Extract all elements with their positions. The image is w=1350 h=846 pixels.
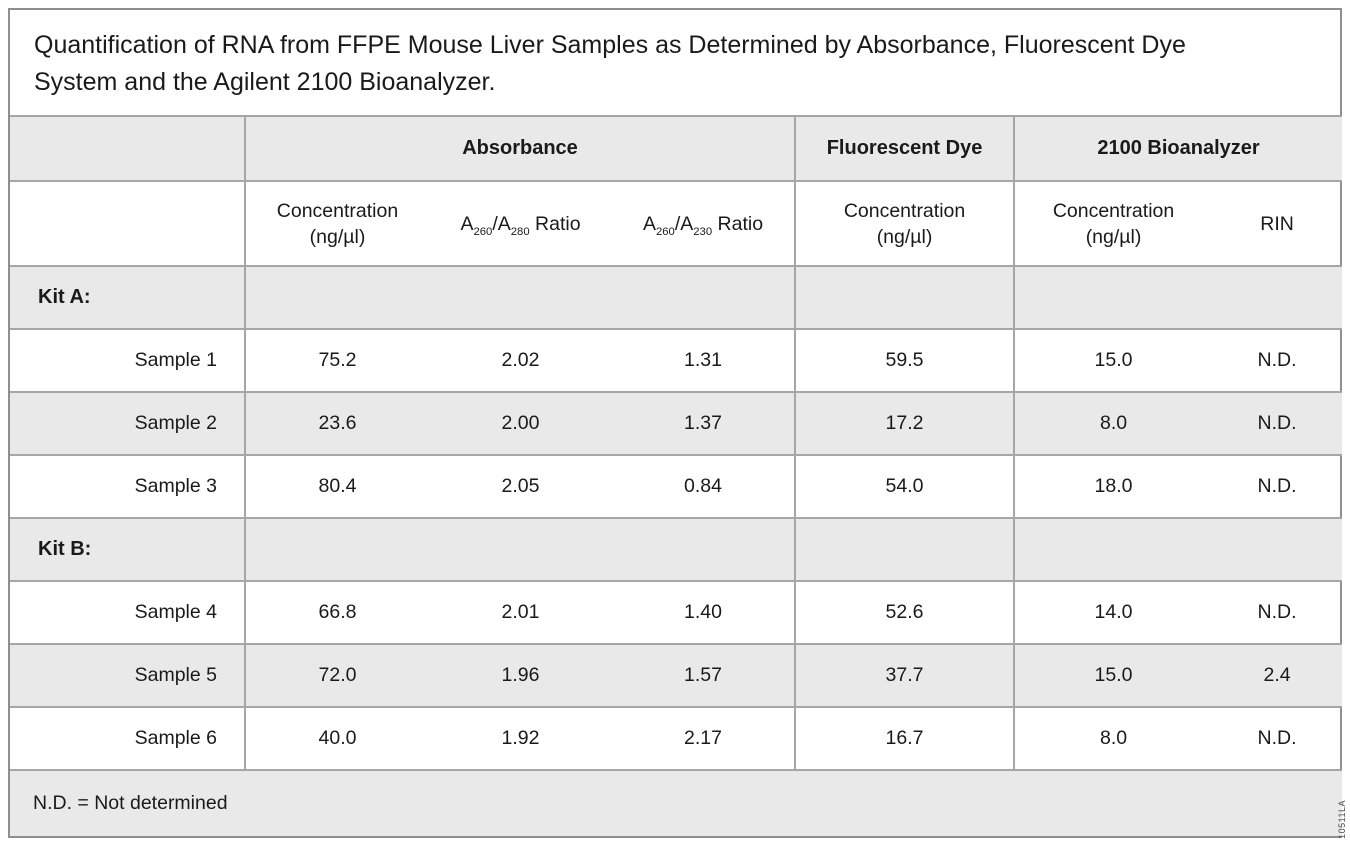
sample-label: Sample 5 [10, 643, 246, 707]
kit-b-section-row: Kit B: [10, 517, 1343, 581]
value-cell: N.D. [1212, 580, 1343, 644]
table-row-sample-5: Sample 5 72.0 1.96 1.57 37.7 15.0 2.4 [10, 643, 1343, 707]
value-cell: 16.7 [795, 706, 1016, 770]
empty-cell [795, 517, 1016, 581]
column-header-row: Concentration (ng/µl) A260/A280 Ratio A2… [10, 180, 1343, 266]
value-cell: 17.2 [795, 391, 1016, 455]
empty-header-cell [10, 180, 246, 266]
value-cell: 59.5 [795, 328, 1016, 392]
table-row-sample-1: Sample 1 75.2 2.02 1.31 59.5 15.0 N.D. [10, 328, 1343, 392]
value-cell: 2.00 [429, 391, 612, 455]
header-line: (ng/µl) [309, 225, 366, 248]
value-cell: 15.0 [1014, 328, 1213, 392]
value-cell: N.D. [1212, 706, 1343, 770]
sample-label: Sample 6 [10, 706, 246, 770]
value-cell: 1.92 [429, 706, 612, 770]
figure-title-line-1: Quantification of RNA from FFPE Mouse Li… [34, 31, 1186, 59]
value-cell: 1.31 [612, 328, 797, 392]
table-row-sample-3: Sample 3 80.4 2.05 0.84 54.0 18.0 N.D. [10, 454, 1343, 518]
corner-empty-cell [10, 115, 246, 181]
value-cell: 15.0 [1014, 643, 1213, 707]
value-cell: 2.05 [429, 454, 612, 518]
sample-label: Sample 1 [10, 328, 246, 392]
table-row-sample-4: Sample 4 66.8 2.01 1.40 52.6 14.0 N.D. [10, 580, 1343, 644]
value-cell: 23.6 [245, 391, 429, 455]
value-cell: 54.0 [795, 454, 1016, 518]
empty-cell [1014, 517, 1343, 581]
footnote-row: N.D. = Not determined [10, 769, 1343, 836]
header-line: (ng/µl) [1085, 225, 1142, 248]
value-cell: 2.4 [1212, 643, 1343, 707]
kit-a-label: Kit A: [10, 265, 246, 329]
col-header-a260-a230-ratio: A260/A230 Ratio [612, 180, 797, 266]
value-cell: 1.40 [612, 580, 797, 644]
value-cell: 2.02 [429, 328, 612, 392]
value-cell: 2.17 [612, 706, 797, 770]
value-cell: 8.0 [1014, 391, 1213, 455]
header-line: Concentration [843, 199, 966, 222]
table-row-sample-2: Sample 2 23.6 2.00 1.37 17.2 8.0 N.D. [10, 391, 1343, 455]
value-cell: 37.7 [795, 643, 1016, 707]
group-header-fluorescent-dye: Fluorescent Dye [795, 115, 1016, 181]
kit-b-label: Kit B: [10, 517, 246, 581]
empty-cell [245, 265, 797, 329]
col-header-bio-concentration: Concentration (ng/µl) [1014, 180, 1213, 266]
col-header-rin: RIN [1212, 180, 1343, 266]
footnote: N.D. = Not determined [10, 769, 1343, 836]
value-cell: 18.0 [1014, 454, 1213, 518]
empty-cell [1014, 265, 1343, 329]
value-cell: 75.2 [245, 328, 429, 392]
header-line: Concentration [276, 199, 399, 222]
value-cell: 2.01 [429, 580, 612, 644]
value-cell: N.D. [1212, 391, 1343, 455]
value-cell: 80.4 [245, 454, 429, 518]
col-header-fluor-concentration: Concentration (ng/µl) [795, 180, 1016, 266]
sample-label: Sample 4 [10, 580, 246, 644]
value-cell: 14.0 [1014, 580, 1213, 644]
value-cell: 52.6 [795, 580, 1016, 644]
figure-title-line-2: System and the Agilent 2100 Bioanalyzer. [34, 68, 496, 96]
header-line: (ng/µl) [876, 225, 933, 248]
header-line: Concentration [1052, 199, 1175, 222]
col-header-a260-a280-ratio: A260/A280 Ratio [429, 180, 612, 266]
kit-a-section-row: Kit A: [10, 265, 1343, 329]
value-cell: 72.0 [245, 643, 429, 707]
value-cell: 1.96 [429, 643, 612, 707]
value-cell: 1.57 [612, 643, 797, 707]
value-cell: 8.0 [1014, 706, 1213, 770]
group-header-row: Absorbance Fluorescent Dye 2100 Bioanaly… [10, 115, 1343, 181]
table-row-sample-6: Sample 6 40.0 1.92 2.17 16.7 8.0 N.D. [10, 706, 1343, 770]
empty-cell [245, 517, 797, 581]
value-cell: 40.0 [245, 706, 429, 770]
group-header-bioanalyzer: 2100 Bioanalyzer [1014, 115, 1343, 181]
value-cell: N.D. [1212, 454, 1343, 518]
value-cell: 0.84 [612, 454, 797, 518]
sample-label: Sample 2 [10, 391, 246, 455]
sample-label: Sample 3 [10, 454, 246, 518]
value-cell: N.D. [1212, 328, 1343, 392]
empty-cell [795, 265, 1016, 329]
rna-quantification-table: Absorbance Fluorescent Dye 2100 Bioanaly… [10, 115, 1343, 836]
col-header-abs-concentration: Concentration (ng/µl) [245, 180, 429, 266]
value-cell: 1.37 [612, 391, 797, 455]
figure-frame: Quantification of RNA from FFPE Mouse Li… [8, 8, 1343, 838]
figure-title: Quantification of RNA from FFPE Mouse Li… [10, 10, 1340, 115]
value-cell: 66.8 [245, 580, 429, 644]
group-header-absorbance: Absorbance [245, 115, 797, 181]
figure-code: 10511LA [1337, 800, 1347, 839]
